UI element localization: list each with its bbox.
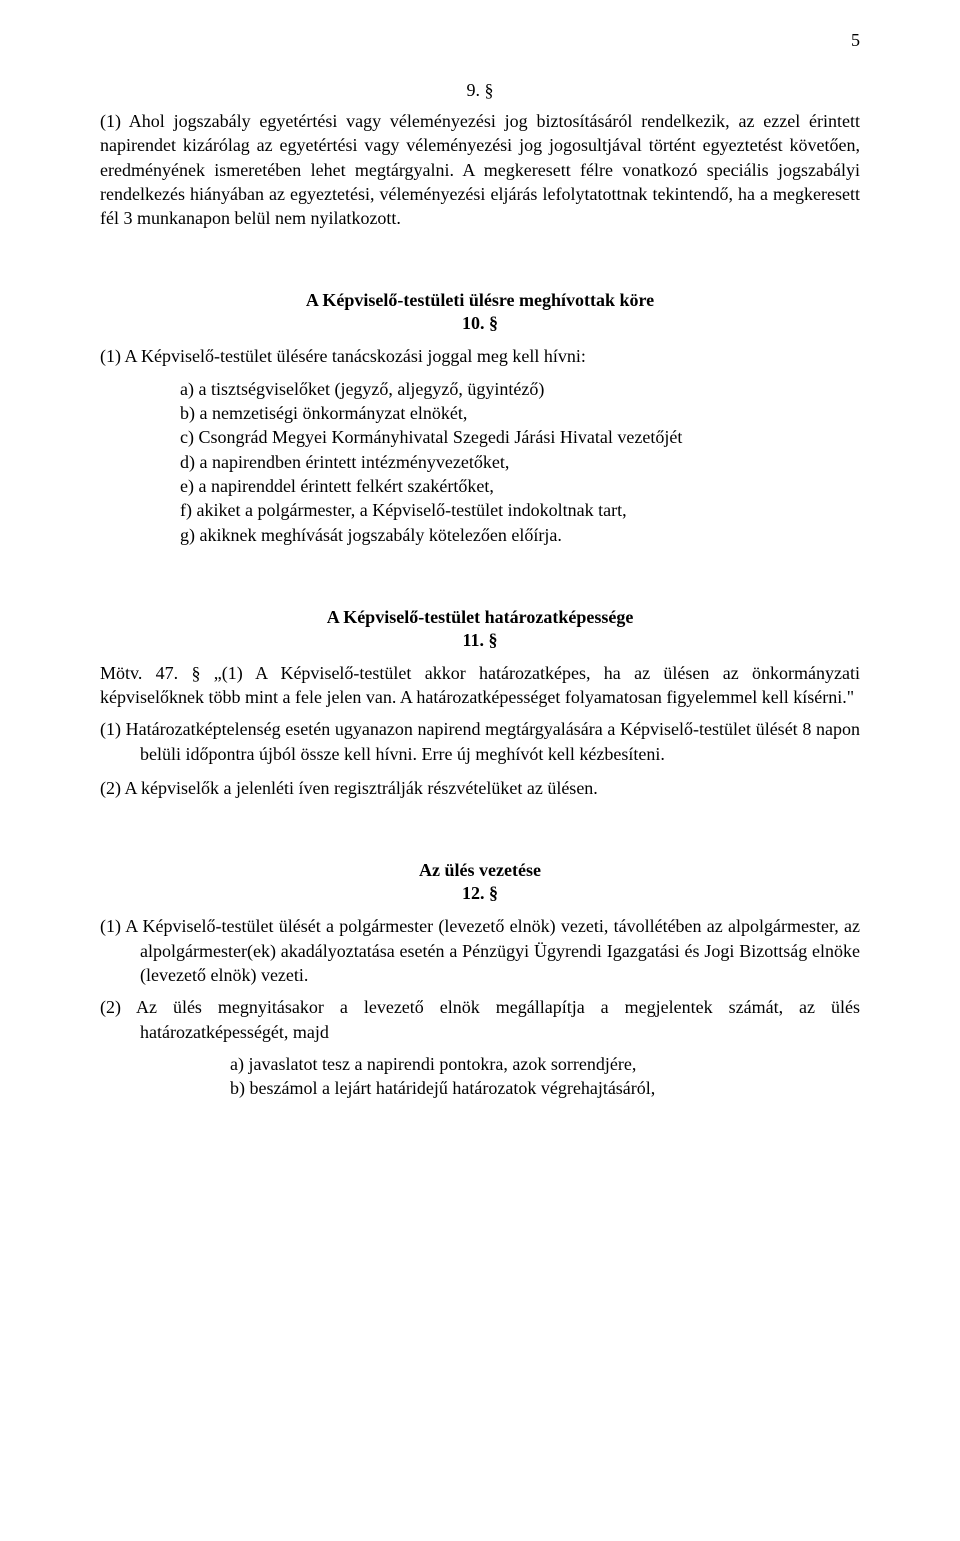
section-11-p2: (2) A képviselők a jelenléti íven regisz… (100, 776, 860, 800)
list-item: b) beszámol a lejárt határidejű határoza… (230, 1076, 860, 1100)
list-item: d) a napirendben érintett intézményvezet… (180, 450, 860, 474)
list-item: e) a napirenddel érintett felkért szakér… (180, 474, 860, 498)
section-12-p2: (2) Az ülés megnyitásakor a levezető eln… (100, 995, 860, 1044)
list-item: a) javaslatot tesz a napirendi pontokra,… (230, 1052, 860, 1076)
section-10-number: 10. § (100, 313, 860, 334)
section-11-title: A Képviselő-testület határozatképessége (100, 607, 860, 628)
document-page: 5 9. § (1) Ahol jogszabály egyetértési v… (0, 0, 960, 1541)
section-11-number: 11. § (100, 630, 860, 651)
section-10-title: A Képviselő-testületi ülésre meghívottak… (100, 290, 860, 311)
section-11-motv: Mötv. 47. § „(1) A Képviselő-testület ak… (100, 661, 860, 710)
section-10-list: a) a tisztségviselőket (jegyző, aljegyző… (180, 377, 860, 547)
section-12-title: Az ülés vezetése (100, 860, 860, 881)
section-9-paragraph: (1) Ahol jogszabály egyetértési vagy vél… (100, 109, 860, 230)
list-item: f) akiket a polgármester, a Képviselő-te… (180, 498, 860, 522)
section-12-number: 12. § (100, 883, 860, 904)
section-10-intro: (1) A Képviselő-testület ülésére tanácsk… (100, 344, 860, 368)
list-item: c) Csongrád Megyei Kormányhivatal Szeged… (180, 425, 860, 449)
section-12-p1: (1) A Képviselő-testület ülését a polgár… (100, 914, 860, 987)
list-item: a) a tisztségviselőket (jegyző, aljegyző… (180, 377, 860, 401)
list-item: b) a nemzetiségi önkormányzat elnökét, (180, 401, 860, 425)
page-number: 5 (851, 30, 860, 51)
section-12-sublist: a) javaslatot tesz a napirendi pontokra,… (230, 1052, 860, 1101)
section-11-p1: (1) Határozatképtelenség esetén ugyanazo… (100, 717, 860, 766)
list-item: g) akiknek meghívását jogszabály kötelez… (180, 523, 860, 547)
section-9-number: 9. § (100, 80, 860, 101)
